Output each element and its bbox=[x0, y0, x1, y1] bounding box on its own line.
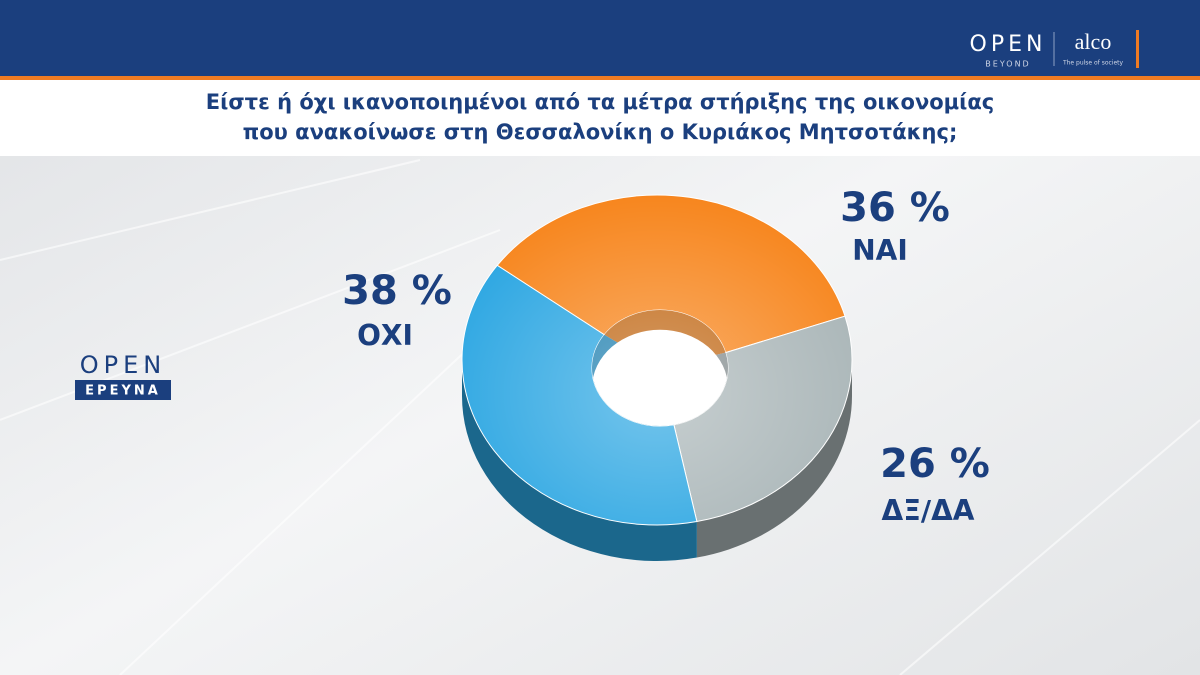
header-bar bbox=[0, 0, 1200, 76]
logo: OPEN bbox=[970, 32, 1047, 57]
title-band bbox=[0, 80, 1200, 156]
value-label: 36 % bbox=[840, 185, 950, 231]
side-logo-sub: ΕΡΕΥΝΑ bbox=[85, 384, 161, 399]
chart-title: που ανακοίνωσε στη Θεσσαλονίκη ο Κυριάκο… bbox=[243, 120, 958, 144]
category-label: ΟΧΙ bbox=[357, 319, 413, 352]
partner-bar bbox=[1136, 30, 1139, 68]
side-logo-box bbox=[75, 380, 171, 400]
side-logo: OPEN bbox=[80, 351, 166, 379]
hole bbox=[592, 329, 728, 426]
category-label: ΝΑΙ bbox=[852, 234, 908, 267]
value-label: 26 % bbox=[880, 441, 990, 487]
partner: alco bbox=[1075, 29, 1112, 54]
chart-title: Είστε ή όχι ικανοποιημένοι από τα μέτρα … bbox=[206, 90, 994, 114]
logo-sub: BEYOND bbox=[985, 60, 1030, 69]
header-stripe bbox=[0, 76, 1200, 80]
pie bbox=[461, 194, 853, 561]
partner-sub: The pulse of society bbox=[1062, 60, 1124, 67]
category-label: ΔΞ/ΔΑ bbox=[882, 494, 975, 527]
value-label: 38 % bbox=[342, 268, 452, 314]
background-lines bbox=[0, 159, 1200, 675]
